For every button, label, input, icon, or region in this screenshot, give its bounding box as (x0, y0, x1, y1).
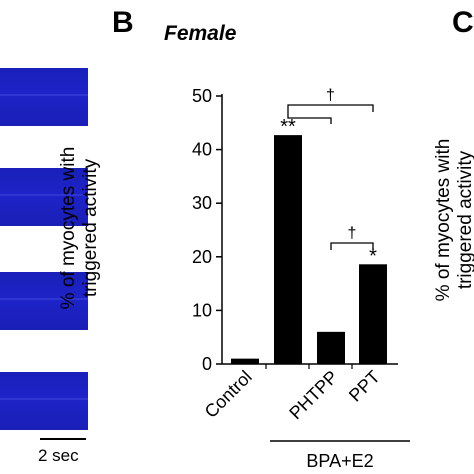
comparison-dagger: † (348, 225, 357, 242)
time-scale-bar (40, 438, 86, 440)
line-scan-image-2 (0, 168, 88, 226)
x-category-label: Control (201, 367, 256, 422)
line-scan-image-3 (0, 272, 88, 330)
comparison-dagger: † (326, 87, 335, 104)
bar (317, 331, 345, 364)
bar (231, 358, 259, 364)
line-scan-image-1 (0, 68, 88, 126)
line-scan-image-4 (0, 372, 88, 430)
y-tick-label: 50 (192, 86, 212, 106)
comparison-bracket (287, 112, 332, 124)
x-category-label: PHTPP (285, 367, 342, 424)
chart-subtitle: Female (164, 22, 237, 45)
group-label: BPA+E2 (306, 451, 373, 471)
comparison-bracket (287, 104, 374, 112)
time-scale-label: 2 sec (38, 446, 79, 465)
comparison-bracket (330, 242, 374, 250)
bar (274, 135, 302, 364)
y-tick-label: 30 (192, 193, 212, 213)
panel-letter-b: B (112, 6, 134, 39)
y-tick-label: 40 (192, 140, 212, 160)
y-tick-label: 0 (202, 354, 212, 374)
x-category-label: PPT (345, 367, 384, 406)
significance-marker: ** (280, 116, 296, 138)
y-tick-label: 20 (192, 247, 212, 267)
y-tick-label: 10 (192, 300, 212, 320)
panel-letter-c: C (452, 6, 474, 39)
bar (359, 264, 387, 364)
significance-marker: * (369, 245, 377, 267)
